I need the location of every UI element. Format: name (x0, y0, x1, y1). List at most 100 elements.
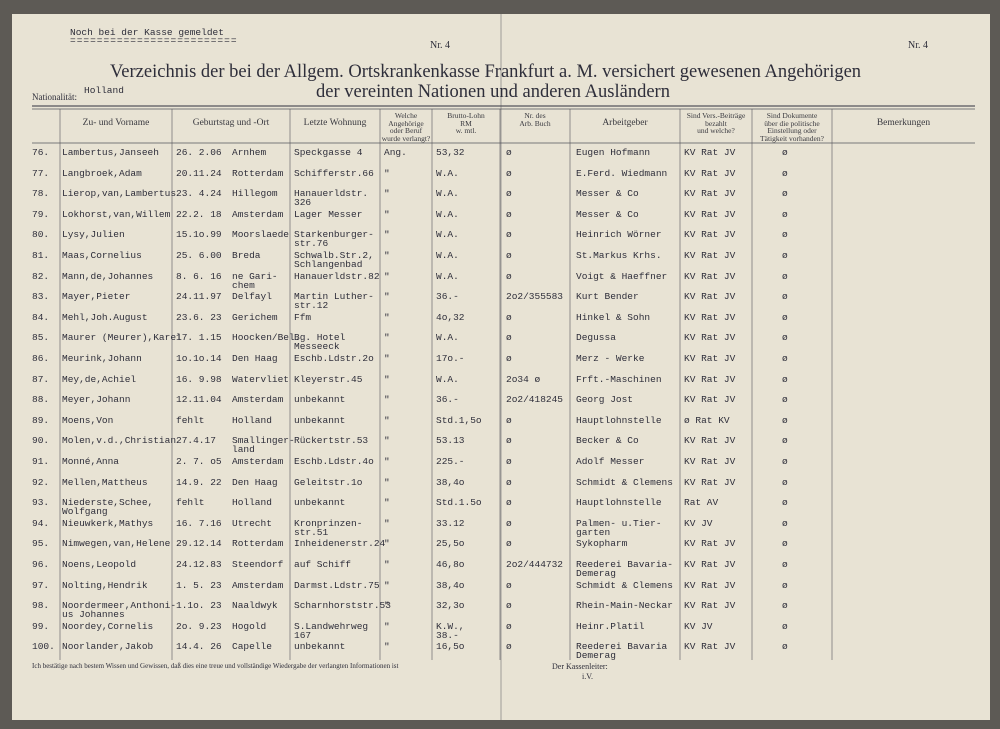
column-header: Sind Dokumente über die politische Einst… (760, 111, 824, 143)
cell: Bg. Hotel Messeeck (294, 332, 346, 353)
cell: 98. (32, 600, 50, 612)
cell: " (384, 600, 390, 612)
cell: ø (782, 270, 788, 282)
cell: ø (506, 456, 512, 467)
cell: Std.1,5o (436, 414, 482, 426)
cell: Std.1.5o (436, 497, 482, 509)
cell: 36.- (436, 291, 459, 303)
cell: Schifferstr.66 (294, 167, 374, 179)
cell: ø (506, 311, 512, 323)
cell: 33.12 (436, 517, 465, 529)
cell: KV Rat JV (684, 435, 736, 447)
cell: 14.4. 26 (176, 641, 222, 653)
cell: Messer & Co (576, 208, 639, 220)
cell: 22.2. 18 (176, 208, 222, 220)
cell: 95. (32, 538, 50, 550)
cell: Den Haag (232, 476, 278, 488)
cell: 83. (32, 291, 50, 303)
cell: Geleitstr.1o (294, 476, 363, 488)
cell: 88. (32, 394, 50, 406)
cell: 32,3o (436, 600, 465, 612)
cell: Mellen,Mattheus (62, 476, 148, 488)
cell: ø (506, 270, 512, 282)
cell: Georg Jost (576, 394, 634, 406)
cell: Meurink,Johann (62, 353, 142, 364)
cell: ø (506, 229, 512, 241)
cell: 92. (32, 476, 50, 488)
cell: KV JV (684, 620, 713, 632)
cell: 38,4o (436, 579, 465, 591)
cell: Moens,Von (62, 414, 114, 426)
cell: Moorslaede (232, 229, 290, 241)
cell: ø (506, 620, 512, 632)
cell: Kronprinzen- str.51 (294, 517, 363, 538)
cell: KV Rat JV (684, 270, 736, 282)
cell: 16,5o (436, 641, 465, 653)
cell: Hauptlohnstelle (576, 497, 662, 509)
cell: ø (782, 579, 788, 591)
cell: " (384, 497, 390, 509)
cell: 4o,32 (436, 311, 465, 323)
nationality: Holland (84, 85, 124, 96)
cell: 53,32 (436, 147, 465, 158)
cell: auf Schiff (294, 559, 352, 570)
cell: KV Rat JV (684, 373, 736, 385)
cell: 14.9. 22 (176, 476, 222, 488)
cell: Hauptlohnstelle (576, 414, 662, 426)
cell: " (384, 270, 390, 282)
cell: Hillegom (232, 188, 278, 200)
cell: 90. (32, 435, 50, 447)
cell: " (384, 559, 390, 570)
cell: Maurer (Meurer),Karel (62, 332, 182, 344)
cell: 97. (32, 579, 50, 591)
cell: ø (782, 517, 788, 529)
cell: KV JV (684, 517, 713, 529)
cell: Merz - Werke (576, 353, 645, 364)
cell: unbekannt (294, 497, 346, 509)
cell: ø (782, 291, 788, 303)
cell: 38,4o (436, 476, 465, 488)
cell: Amsterdam (232, 456, 284, 467)
cell: Mann,de,Johannes (62, 270, 154, 282)
cell: Amsterdam (232, 579, 284, 591)
cell: 2o2/355583 (506, 291, 564, 303)
cell: Reederei Bavaria- Demerag (576, 559, 673, 579)
cell: 79. (32, 208, 50, 220)
cell: 20.11.24 (176, 167, 222, 179)
cell: " (384, 229, 390, 241)
cell: 85. (32, 332, 50, 344)
cell: Niederste,Schee, Wolfgang (62, 497, 154, 518)
cell: Hanauerldstr.82 (294, 270, 380, 282)
column-header: Zu- und Vorname (82, 118, 150, 128)
cell: 93. (32, 497, 50, 509)
cell: ø (782, 147, 788, 158)
cell: 87. (32, 373, 50, 385)
cell: ne Gari- chem (232, 270, 278, 291)
cell: ø (506, 497, 512, 509)
cell: ø (782, 559, 788, 570)
cell: 94. (32, 517, 50, 529)
cell: Den Haag (232, 353, 278, 364)
cell: Kurt Bender (576, 291, 639, 303)
cell: 2o2/444732 (506, 559, 564, 570)
cell: ø (782, 353, 788, 364)
cell: fehlt (176, 497, 205, 509)
cell: " (384, 332, 390, 344)
cell: Holland (232, 497, 272, 509)
cell: ø (782, 311, 788, 323)
cell: fehlt (176, 414, 205, 426)
cell: Hogold (232, 620, 267, 632)
cell: Inheidenerstr.24 (294, 538, 386, 550)
cell: 2o. 9.23 (176, 620, 222, 632)
cell: ø (782, 435, 788, 447)
cell: W.A. (436, 208, 459, 220)
cell: Utrecht (232, 517, 272, 529)
cell: ø (782, 620, 788, 632)
cell: unbekannt (294, 394, 346, 406)
cell: ø (506, 476, 512, 488)
cell: ø (782, 414, 788, 426)
cell: Kleyerstr.45 (294, 373, 363, 385)
cell: 82. (32, 270, 50, 282)
cell: Rhein-Main-Neckar (576, 600, 673, 612)
cell: KV Rat JV (684, 353, 736, 364)
